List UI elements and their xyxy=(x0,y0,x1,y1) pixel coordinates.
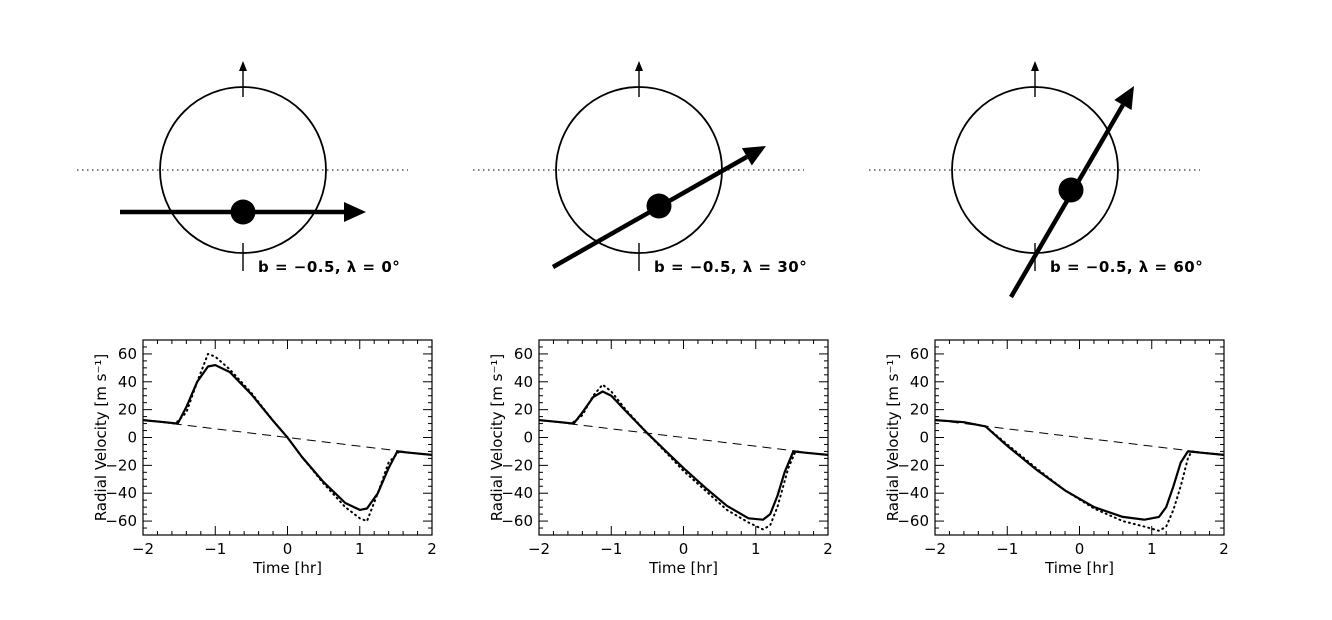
planet-disk xyxy=(230,199,256,225)
panel-2: b = −0.5, λ = 30° −2 −1 0 1 2 −60 −40 −20 0 20 40 60… xyxy=(473,61,833,577)
y-tick-label: −40 xyxy=(897,484,929,502)
panel-3: b = −0.5, λ = 60° −2 −1 0 1 2 −60 −40 −20 0 20 40 60… xyxy=(869,61,1229,577)
x-axis-label: Time [hr] xyxy=(648,559,718,577)
series-dashed-line xyxy=(935,419,1224,456)
trajectory-arrowhead xyxy=(741,146,766,166)
y-tick-label: −40 xyxy=(501,484,533,502)
transit-diagram: b = −0.5, λ = 0° xyxy=(77,61,408,276)
x-tick-label: −1 xyxy=(996,540,1018,558)
y-tick-label: −20 xyxy=(105,456,137,474)
x-tick-label: −2 xyxy=(528,540,550,558)
y-tick-label: 0 xyxy=(919,429,929,447)
y-tick-label: 0 xyxy=(523,429,533,447)
x-tick-label: −2 xyxy=(924,540,946,558)
series-dashed-line xyxy=(143,419,432,456)
x-axis-label: Time [hr] xyxy=(252,559,322,577)
trajectory-arrowhead xyxy=(1114,86,1134,111)
x-tick-label: 0 xyxy=(679,540,689,558)
planet-disk xyxy=(646,193,672,219)
y-tick-label: 20 xyxy=(910,401,929,419)
rv-plot: −2 −1 0 1 2 −60 −40 −20 0 20 40 60 Time [hr] Radial V… xyxy=(884,339,1229,577)
plot-frame xyxy=(538,339,829,536)
x-tick-label: 1 xyxy=(751,540,761,558)
x-tick-label: 2 xyxy=(427,540,437,558)
series-solid-line xyxy=(143,364,432,511)
y-tick-label: 60 xyxy=(118,345,137,363)
x-axis-label: Time [hr] xyxy=(1044,559,1114,577)
x-tick-label: 0 xyxy=(1075,540,1085,558)
rv-plot: −2 −1 0 1 2 −60 −40 −20 0 20 40 60 Time [hr] Radial V… xyxy=(488,339,833,577)
y-tick-label: 40 xyxy=(514,373,533,391)
x-tick-label: −2 xyxy=(132,540,154,558)
x-tick-label: 0 xyxy=(283,540,293,558)
planet-disk xyxy=(1058,177,1084,203)
y-tick-label: −20 xyxy=(501,456,533,474)
y-tick-label: −60 xyxy=(105,512,137,530)
x-tick-label: −1 xyxy=(204,540,226,558)
series-group xyxy=(935,419,1224,532)
y-axis-label: Radial Velocity [m s⁻¹] xyxy=(92,354,110,522)
x-tick-label: 2 xyxy=(823,540,833,558)
y-tick-label: −40 xyxy=(105,484,137,502)
x-tick-label: −1 xyxy=(600,540,622,558)
y-tick-label: 60 xyxy=(514,345,533,363)
spin-axis-arrowhead xyxy=(635,61,643,71)
diagram-caption: b = −0.5, λ = 30° xyxy=(654,258,807,276)
y-tick-label: 40 xyxy=(118,373,137,391)
series-group xyxy=(143,352,432,523)
y-tick-label: 20 xyxy=(514,401,533,419)
series-solid-line xyxy=(539,390,828,521)
series-dotted-line xyxy=(539,383,828,531)
y-tick-label: −20 xyxy=(897,456,929,474)
y-tick-label: 40 xyxy=(910,373,929,391)
y-tick-label: 60 xyxy=(910,345,929,363)
series-dotted-line xyxy=(935,419,1224,532)
diagram-caption: b = −0.5, λ = 0° xyxy=(258,258,400,276)
panel-1: b = −0.5, λ = 0° −2 −1 0 1 2 −60 −40 −20 0 20 40 60 T… xyxy=(77,61,437,577)
diagram-caption: b = −0.5, λ = 60° xyxy=(1050,258,1203,276)
transit-diagram: b = −0.5, λ = 30° xyxy=(473,61,807,276)
y-tick-label: −60 xyxy=(501,512,533,530)
y-axis-label: Radial Velocity [m s⁻¹] xyxy=(488,354,506,522)
y-tick-label: 0 xyxy=(127,429,137,447)
y-tick-label: 20 xyxy=(118,401,137,419)
x-tick-label: 1 xyxy=(355,540,365,558)
series-dashed-line xyxy=(539,419,828,456)
x-tick-label: 2 xyxy=(1219,540,1229,558)
series-group xyxy=(539,383,828,531)
series-dotted-line xyxy=(143,352,432,523)
trajectory-arrowhead xyxy=(344,202,366,222)
spin-axis-arrowhead xyxy=(239,61,247,71)
series-solid-line xyxy=(935,419,1224,521)
rv-plot: −2 −1 0 1 2 −60 −40 −20 0 20 40 60 Time [hr] Radial V… xyxy=(92,339,437,577)
spin-axis-arrowhead xyxy=(1031,61,1039,71)
plot-frame xyxy=(934,339,1225,536)
plot-frame xyxy=(142,339,433,536)
y-tick-label: −60 xyxy=(897,512,929,530)
x-tick-label: 1 xyxy=(1147,540,1157,558)
transit-diagram: b = −0.5, λ = 60° xyxy=(869,61,1203,299)
y-axis-label: Radial Velocity [m s⁻¹] xyxy=(884,354,902,522)
